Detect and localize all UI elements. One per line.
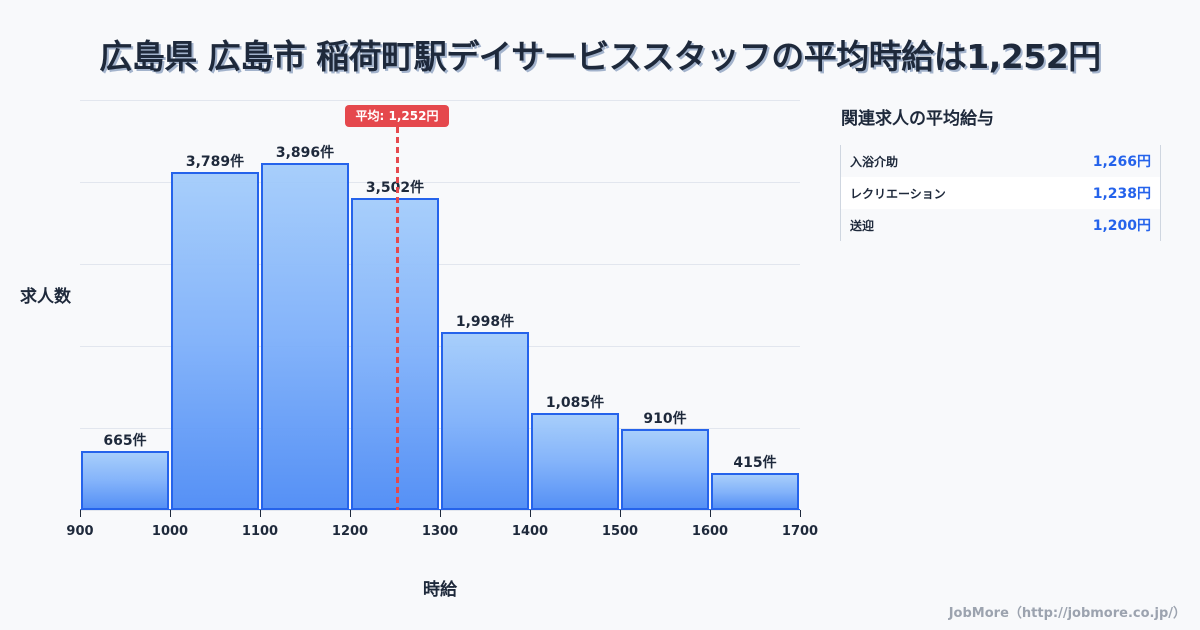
related-job-row: 入浴介助 1,266円	[841, 145, 1160, 177]
x-tick	[350, 510, 351, 517]
related-job-label: 入浴介助	[850, 154, 899, 169]
bar-value-label: 910件	[643, 410, 687, 427]
histogram-bar	[351, 197, 439, 510]
related-jobs-title: 関連求人の平均給与	[841, 109, 994, 129]
x-tick-label: 1600	[691, 524, 729, 539]
gridline	[80, 100, 800, 101]
bar-value-label: 3,789件	[185, 154, 245, 171]
x-axis-label: 時給	[423, 580, 457, 600]
gridline	[80, 428, 800, 429]
related-job-label: 送迎	[850, 218, 875, 233]
gridline	[80, 264, 800, 265]
x-tick	[80, 510, 81, 517]
histogram-bar	[81, 450, 169, 510]
x-tick-label: 1400	[511, 524, 549, 539]
x-tick	[440, 510, 441, 517]
related-job-wage: 1,266円	[1092, 154, 1151, 170]
x-tick-label: 1100	[241, 524, 279, 539]
x-tick	[710, 510, 711, 517]
x-tick-label: 1200	[331, 524, 369, 539]
mean-badge: 平均: 1,252円	[345, 105, 449, 127]
bar-value-label: 415件	[733, 455, 777, 471]
source-credit: JobMore（http://jobmore.co.jp/）	[948, 606, 1186, 621]
related-job-label: レクリエーション	[850, 186, 946, 201]
x-tick	[620, 510, 621, 517]
page-title: 広島県 広島市 稲荷町駅デイサービススタッフの平均時給は1,252円	[99, 37, 1101, 76]
x-tick-label: 1500	[601, 524, 639, 539]
histogram-bar	[261, 162, 349, 510]
x-tick	[530, 510, 531, 517]
x-tick-label: 900	[66, 524, 94, 539]
related-jobs-table: 入浴介助 1,266円 レクリエーション 1,238円 送迎 1,200円	[840, 145, 1161, 241]
bar-value-label: 1,998件	[455, 313, 515, 330]
related-job-wage: 1,238円	[1092, 186, 1151, 202]
related-job-row: 送迎 1,200円	[841, 209, 1160, 241]
x-tick	[260, 510, 261, 517]
x-tick	[170, 510, 171, 517]
gridline	[80, 182, 800, 183]
x-tick-label: 1000	[151, 524, 189, 539]
x-tick	[800, 510, 801, 517]
related-job-row: レクリエーション 1,238円	[841, 177, 1160, 209]
y-axis-label: 求人数	[20, 287, 71, 307]
bar-value-label: 1,085件	[545, 395, 605, 412]
histogram-bar	[621, 428, 709, 510]
bar-value-label: 665件	[103, 432, 147, 449]
gridline	[80, 346, 800, 347]
histogram-bar	[531, 413, 619, 510]
bar-value-label: 3,896件	[275, 144, 335, 161]
histogram-plot: 665件 3,789件 3,896件 3,502件 1,998件 1,085件 910件 41…	[80, 100, 800, 511]
related-job-wage: 1,200円	[1092, 218, 1151, 234]
x-axis-line	[80, 509, 800, 510]
bar-value-label: 3,502件	[365, 179, 425, 196]
x-tick-label: 1700	[781, 524, 819, 539]
histogram-bar	[711, 473, 799, 510]
mean-line	[396, 127, 399, 510]
histogram-bar	[441, 331, 529, 510]
x-tick-label: 1300	[421, 524, 459, 539]
histogram-bar	[171, 172, 259, 510]
